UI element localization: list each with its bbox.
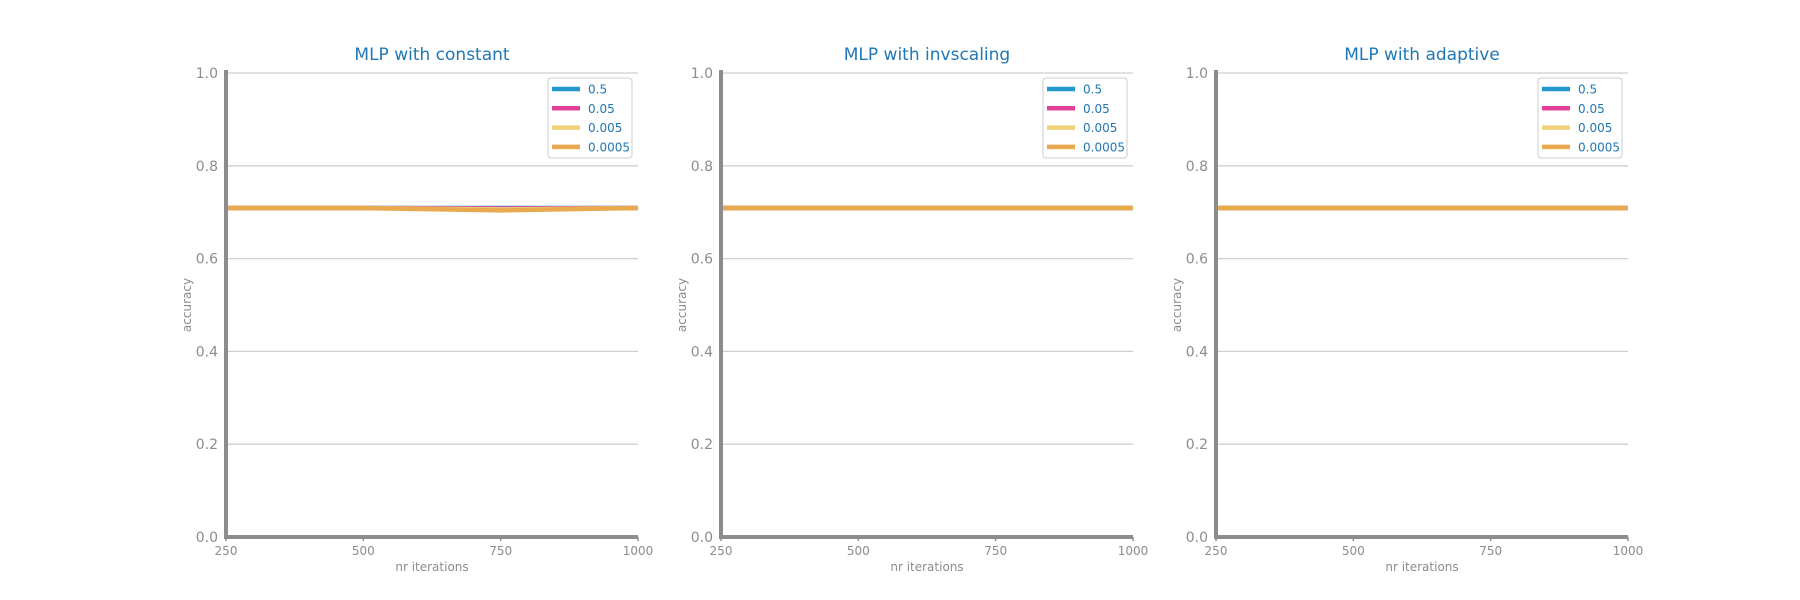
x-tick-label: 500 <box>1342 544 1365 558</box>
y-axis-label: accuracy <box>180 278 194 332</box>
y-tick-label: 1.0 <box>1186 66 1208 82</box>
y-tick-label: 0.6 <box>196 252 218 268</box>
y-tick-label: 0.8 <box>691 159 713 175</box>
legend-label: 0.05 <box>588 102 615 116</box>
x-axis-label: nr iterations <box>1385 560 1458 574</box>
chart-panel-2: MLP with invscaling 0.0 0.2 0.4 0.6 0.8 1.0 250… <box>675 45 1148 574</box>
chart-panel-1: MLP with constant 0.0 0.2 0.4 0.6 0.8 1.0 250 50… <box>180 45 653 574</box>
legend-label: 0.05 <box>1578 102 1605 116</box>
chart-title: MLP with constant <box>354 45 510 65</box>
y-tick-label: 0.2 <box>196 437 218 453</box>
y-tick-label: 0.0 <box>691 530 713 546</box>
y-tick-label: 0.4 <box>196 344 218 360</box>
y-axis-label: accuracy <box>1170 278 1184 332</box>
y-tick-label: 0.4 <box>1186 344 1208 360</box>
x-tick-label: 750 <box>489 544 512 558</box>
x-tick-label: 1000 <box>1613 544 1644 558</box>
x-tick-label: 500 <box>352 544 375 558</box>
x-tick-label: 1000 <box>1118 544 1149 558</box>
chart-panel-3: MLP with adaptive 0.0 0.2 0.4 0.6 0.8 1.0 250 50… <box>1170 45 1643 574</box>
legend: 0.5 0.05 0.005 0.0005 <box>547 77 633 159</box>
y-axis-label: accuracy <box>675 278 689 332</box>
series-line-0.0005 <box>226 205 639 213</box>
y-tick-label: 0.6 <box>691 252 713 268</box>
x-tick-label: 500 <box>847 544 870 558</box>
legend-label: 0.0005 <box>1083 140 1125 154</box>
y-tick-label: 0.2 <box>691 437 713 453</box>
y-tick-label: 1.0 <box>691 66 713 82</box>
legend-label: 0.05 <box>1083 102 1110 116</box>
legend-box <box>547 77 633 159</box>
y-tick-label: 0.2 <box>1186 437 1208 453</box>
x-tick-label: 250 <box>1205 544 1228 558</box>
y-tick-label: 1.0 <box>196 66 218 82</box>
chart-title: MLP with adaptive <box>1344 45 1500 65</box>
legend-label: 0.5 <box>588 83 607 97</box>
y-tick-label: 0.8 <box>1186 159 1208 175</box>
legend-label: 0.5 <box>1578 83 1597 97</box>
x-tick-label: 250 <box>710 544 733 558</box>
legend-label: 0.005 <box>588 121 622 135</box>
y-tick-label: 0.8 <box>196 159 218 175</box>
legend-label: 0.0005 <box>588 140 630 154</box>
y-tick-label: 0.6 <box>1186 252 1208 268</box>
legend-label: 0.0005 <box>1578 140 1620 154</box>
x-tick-label: 1000 <box>623 544 654 558</box>
x-tick-label: 750 <box>984 544 1007 558</box>
y-tick-label: 0.0 <box>1186 530 1208 546</box>
chart-title: MLP with invscaling <box>844 45 1010 65</box>
legend-label: 0.005 <box>1083 121 1117 135</box>
legend: 0.5 0.05 0.005 0.0005 <box>1537 77 1623 159</box>
legend-box <box>1042 77 1128 159</box>
legend: 0.5 0.05 0.005 0.0005 <box>1042 77 1128 159</box>
x-axis-label: nr iterations <box>890 560 963 574</box>
y-tick-label: 0.4 <box>691 344 713 360</box>
legend-box <box>1537 77 1623 159</box>
legend-label: 0.005 <box>1578 121 1612 135</box>
x-tick-label: 750 <box>1479 544 1502 558</box>
x-axis-label: nr iterations <box>395 560 468 574</box>
x-tick-label: 250 <box>215 544 238 558</box>
y-tick-label: 0.0 <box>196 530 218 546</box>
legend-label: 0.5 <box>1083 83 1102 97</box>
